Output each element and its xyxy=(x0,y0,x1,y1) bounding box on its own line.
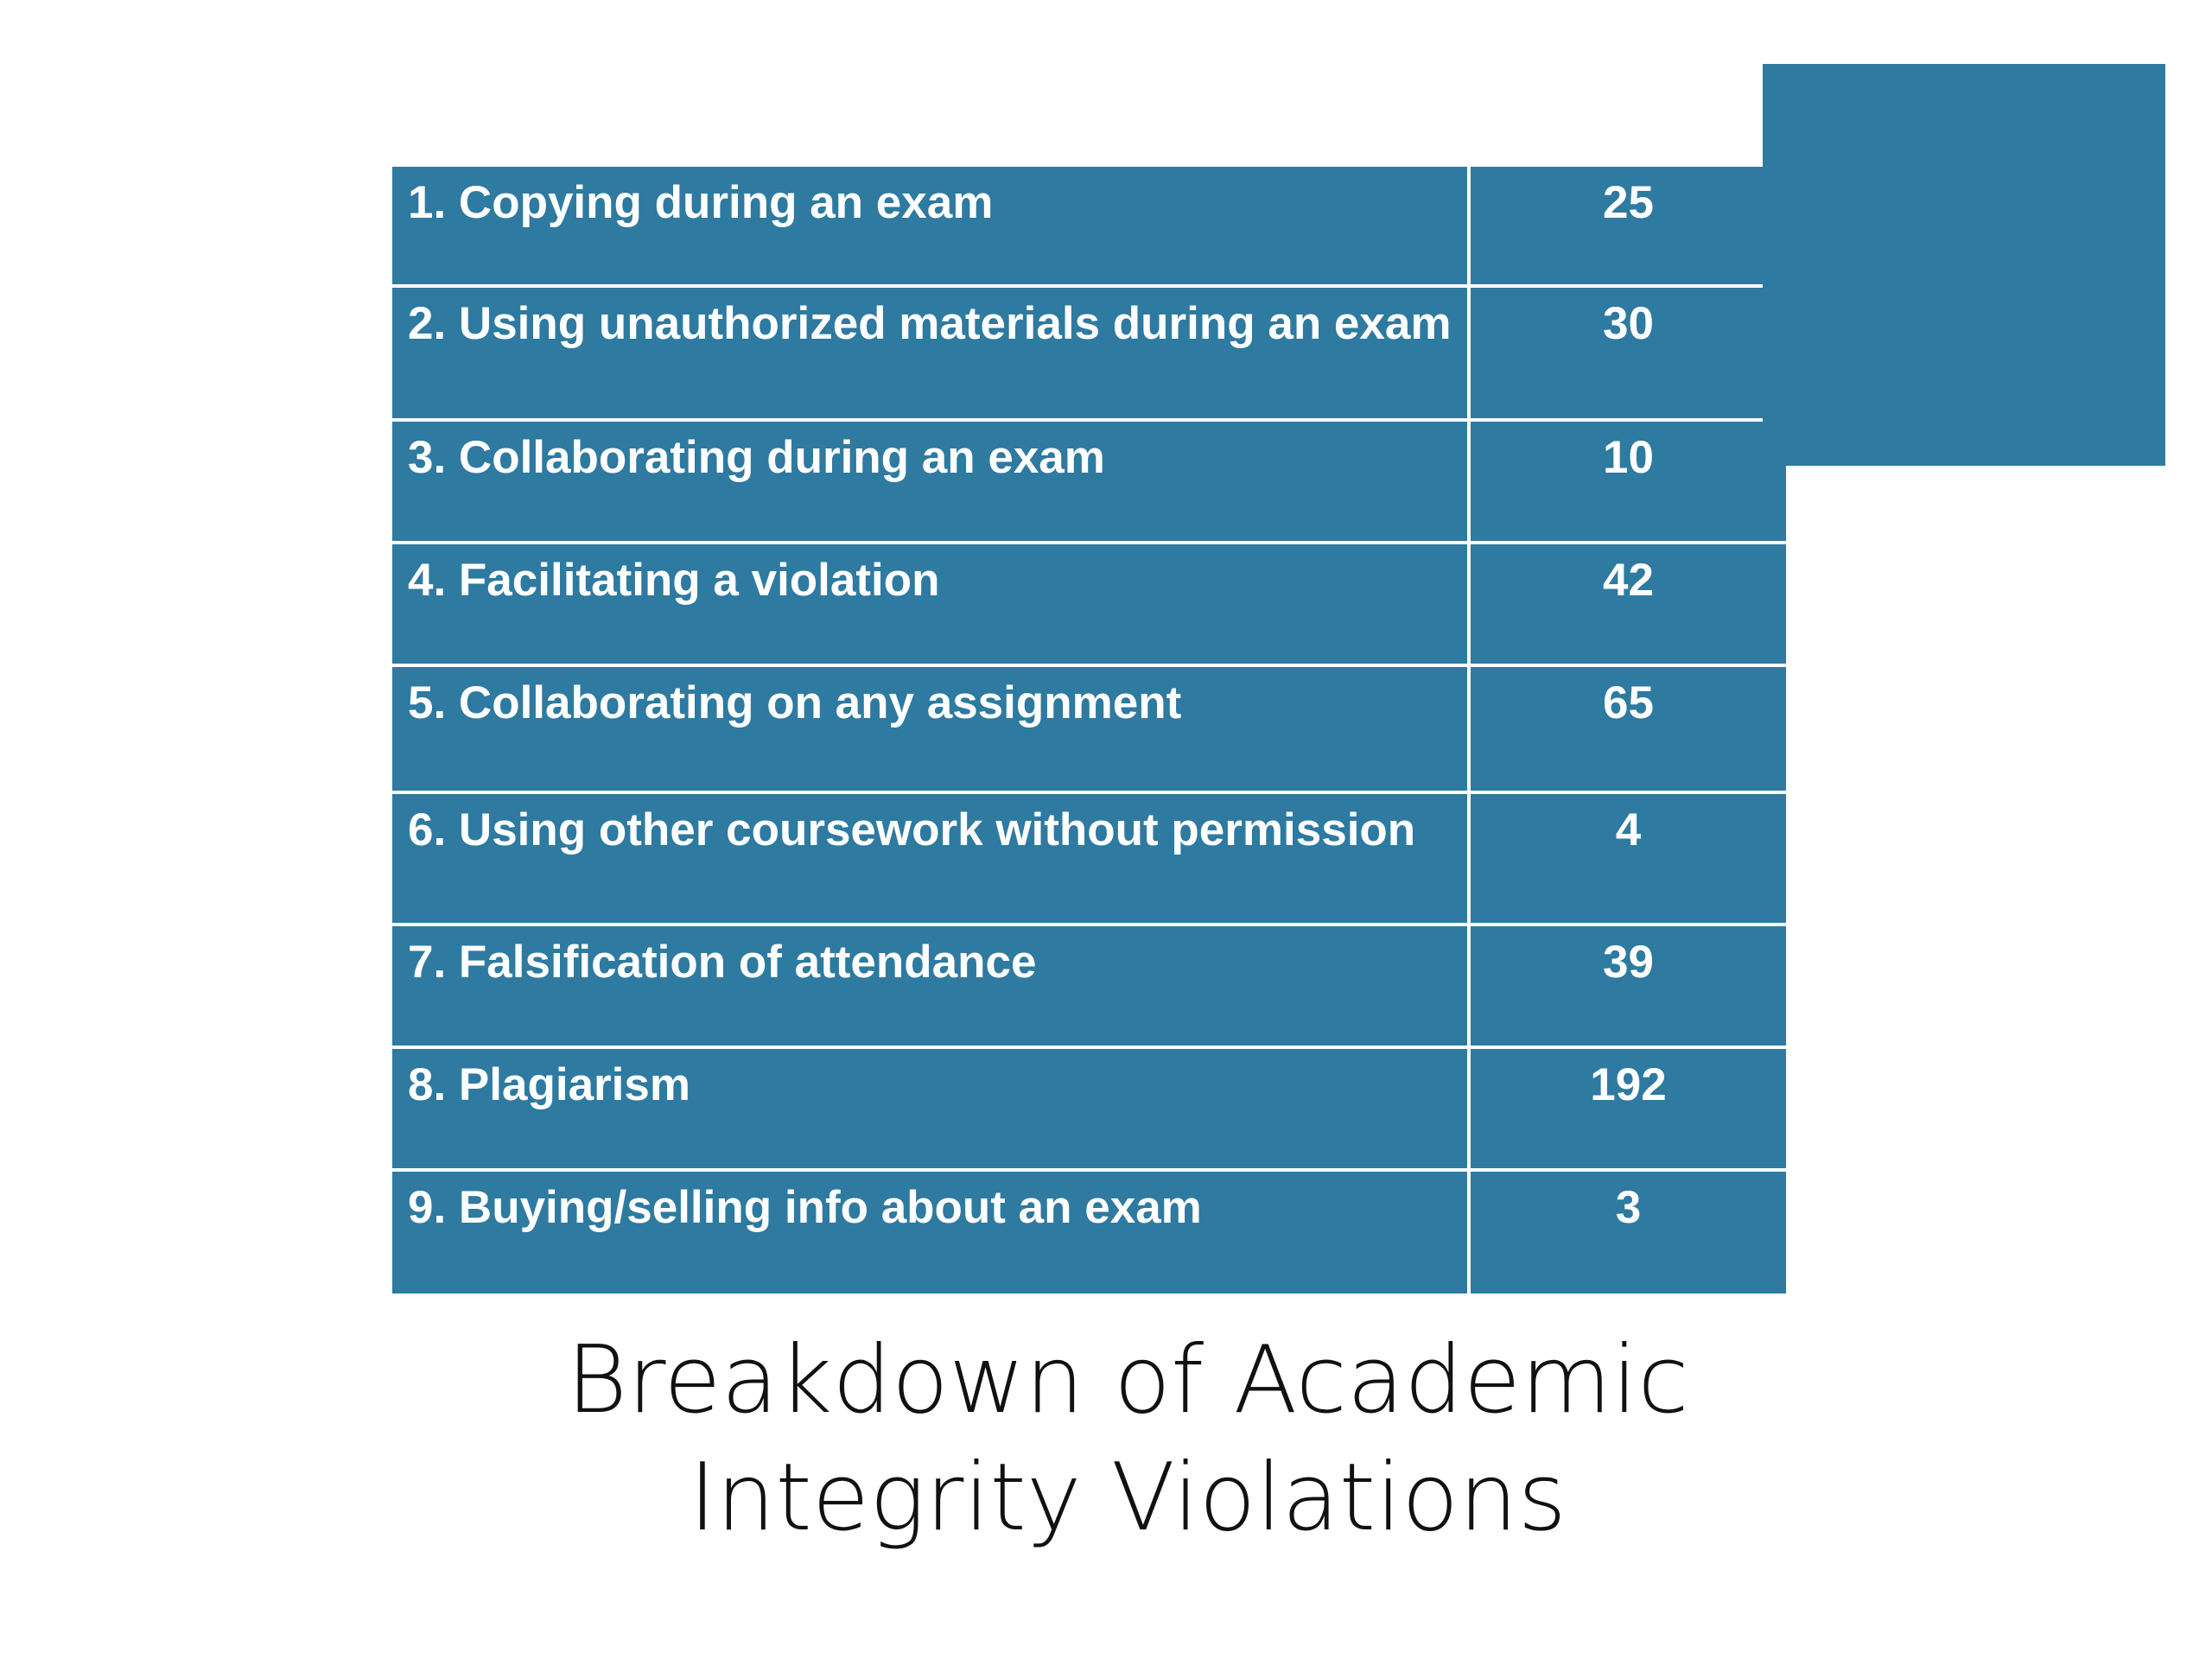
violation-count: 65 xyxy=(1471,667,1786,791)
violation-label: 3. Collaborating during an exam xyxy=(392,422,1467,541)
violation-label: 2. Using unauthorized materials during a… xyxy=(392,288,1467,418)
violation-count: 39 xyxy=(1471,926,1786,1046)
violation-count: 42 xyxy=(1471,544,1786,664)
violation-count: 4 xyxy=(1471,794,1786,923)
violation-count: 30 xyxy=(1471,288,1786,418)
violation-label: 5. Collaborating on any assignment xyxy=(392,667,1467,791)
violation-count: 3 xyxy=(1471,1172,1786,1294)
violation-label: 8. Plagiarism xyxy=(392,1049,1467,1168)
violation-count: 10 xyxy=(1471,422,1786,541)
violation-label: 7. Falsification of attendance xyxy=(392,926,1467,1046)
slide-title: Breakdown of Academic Integrity Violatio… xyxy=(566,1326,1689,1552)
violation-label: 4. Facilitating a violation xyxy=(392,544,1467,664)
violation-label: 6. Using other coursework without permis… xyxy=(392,794,1467,923)
violation-label: 9. Buying/selling info about an exam xyxy=(392,1172,1467,1294)
violation-count: 25 xyxy=(1471,167,1786,284)
violation-count: 192 xyxy=(1471,1049,1786,1168)
violation-label: 1. Copying during an exam xyxy=(392,167,1467,284)
decorative-square xyxy=(1763,64,2165,466)
